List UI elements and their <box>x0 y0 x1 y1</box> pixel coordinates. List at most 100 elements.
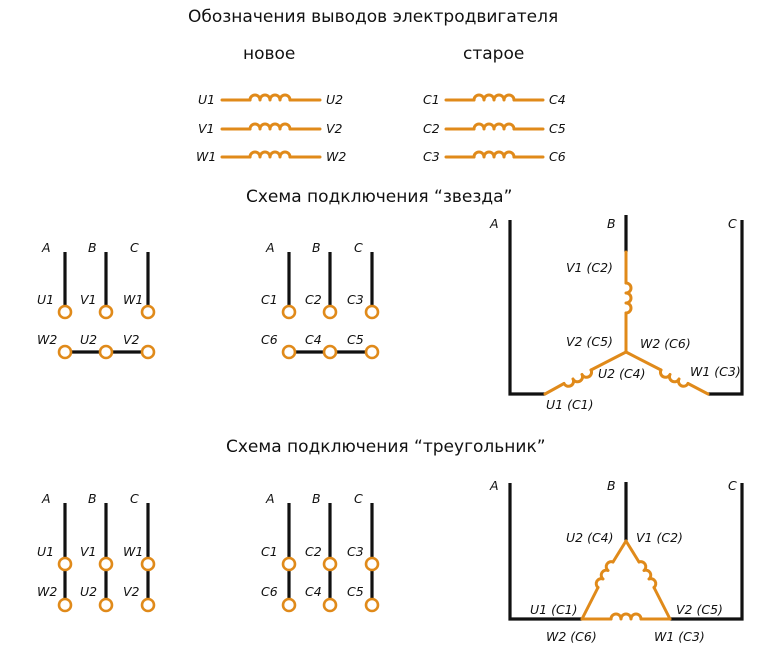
star-terminal-block-new: A B C U1 V1 W1 W2 U2 V2 <box>37 240 156 360</box>
terminal-label: C6 <box>261 332 278 347</box>
terminal-label: V1 (C2) <box>566 260 613 275</box>
terminal-label: U1 <box>37 544 54 559</box>
terminal-label: U2 <box>80 332 97 347</box>
phase-label-b: B <box>607 478 616 493</box>
legend-old-c3: C3 <box>423 149 440 164</box>
terminal-label: U1 (C1) <box>546 397 594 412</box>
terminal-label: W1 <box>123 292 143 307</box>
winding-lead <box>652 586 672 621</box>
winding-coil-icon <box>472 93 516 102</box>
winding-lead <box>589 350 628 372</box>
terminal <box>281 597 297 613</box>
winding-lead <box>624 350 663 372</box>
winding-lead <box>543 382 566 396</box>
phase-label-b: B <box>607 216 616 231</box>
new-notation-heading: новое <box>243 44 296 64</box>
terminal <box>322 304 338 320</box>
terminal <box>98 344 114 360</box>
terminal-label: C2 <box>305 292 322 307</box>
terminal <box>57 597 73 613</box>
terminal-label: C3 <box>347 292 364 307</box>
phase-wire-a <box>508 220 545 396</box>
terminal-label: C3 <box>347 544 364 559</box>
phase-wire-a <box>508 483 582 621</box>
terminal <box>281 556 297 572</box>
terminal-label: C2 <box>305 544 322 559</box>
terminal <box>364 304 380 320</box>
phase-label-b: B <box>88 491 97 506</box>
phase-label-b: B <box>312 491 321 506</box>
legend-old-c4: C4 <box>549 92 566 107</box>
winding-coil-icon <box>637 560 658 589</box>
phase-label-b: B <box>88 240 97 255</box>
phase-label-a: A <box>41 240 51 255</box>
terminal-label: U2 (C4) <box>566 530 614 545</box>
terminal-label: U1 (C1) <box>530 602 578 617</box>
terminal <box>322 597 338 613</box>
winding-coil-icon <box>248 122 292 131</box>
winding-coil-icon <box>248 150 292 159</box>
phase-wire-c <box>708 220 744 396</box>
phase-label-a: A <box>265 240 275 255</box>
winding-coil-icon <box>594 560 615 589</box>
terminal-label: W2 (C6) <box>546 629 597 644</box>
phase-label-c: C <box>728 216 737 231</box>
legend-old-c5: C5 <box>549 121 566 136</box>
phase-label-c: C <box>130 491 139 506</box>
winding-lead <box>611 539 628 564</box>
star-scheme-title: Схема подключения “звезда” <box>246 187 513 207</box>
terminal-label: C4 <box>305 332 322 347</box>
terminal-label: W2 <box>37 584 57 599</box>
terminal-label: C1 <box>261 292 278 307</box>
legend-new-v-start: V1 <box>198 121 215 136</box>
winding-lead <box>624 539 641 564</box>
terminal <box>57 344 73 360</box>
terminal-label: V2 <box>123 332 140 347</box>
winding-coil-icon <box>472 150 516 159</box>
terminal <box>98 597 114 613</box>
delta-winding-diagram: A B C U2 (C4) V1 (C2) U1 (C1) V2 (C5) W2… <box>489 478 744 644</box>
terminal-label: C6 <box>261 584 278 599</box>
terminal-label: C4 <box>305 584 322 599</box>
terminal <box>140 304 156 320</box>
winding-lead <box>686 382 710 396</box>
terminal <box>364 344 380 360</box>
delta-terminal-block-old: A B C C1 C2 C3 C6 C4 C5 <box>261 491 380 613</box>
legend-new-u-end: U2 <box>326 92 343 107</box>
main-title: Обозначения выводов электродвигателя <box>188 7 559 27</box>
terminal-label: W1 (C3) <box>690 364 741 379</box>
winding-coil-icon <box>472 122 516 131</box>
phase-label-a: A <box>489 216 499 231</box>
terminal <box>140 597 156 613</box>
star-terminal-block-old: A B C C1 C2 C3 C6 C4 C5 <box>261 240 380 360</box>
terminal <box>322 344 338 360</box>
terminal-label: W2 <box>37 332 57 347</box>
terminal <box>364 597 380 613</box>
terminal-label: C5 <box>347 332 364 347</box>
legend-old-c6: C6 <box>549 149 566 164</box>
terminal <box>57 556 73 572</box>
phase-label-c: C <box>354 240 363 255</box>
terminal-label: V1 (C2) <box>636 530 683 545</box>
legend-old-c2: C2 <box>423 121 440 136</box>
delta-terminal-block-new: A B C U1 V1 W1 W2 U2 V2 <box>37 491 156 613</box>
winding-coil-icon <box>562 368 593 388</box>
legend-new-v-end: V2 <box>326 121 343 136</box>
terminal <box>364 556 380 572</box>
terminal <box>281 344 297 360</box>
winding-coil-icon <box>609 612 643 621</box>
legend-new-w-end: W2 <box>326 149 346 164</box>
terminal <box>281 304 297 320</box>
terminal-label: V2 (C5) <box>566 334 613 349</box>
terminal-label: V2 (C5) <box>676 602 723 617</box>
phase-label-a: A <box>265 491 275 506</box>
winding-coil-icon <box>659 368 690 388</box>
terminal-label: W2 (C6) <box>640 336 691 351</box>
phase-label-c: C <box>354 491 363 506</box>
phase-label-c: C <box>130 240 139 255</box>
terminal <box>57 304 73 320</box>
legend-old: C1 C4 C2 C5 C3 C6 <box>423 92 566 164</box>
terminal-label: V1 <box>80 292 97 307</box>
terminal <box>98 304 114 320</box>
